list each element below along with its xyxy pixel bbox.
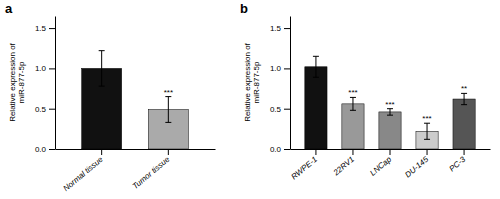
y-axis-line	[55, 17, 56, 150]
y-tick-label: 1.0	[270, 64, 282, 73]
error-bar-cap	[350, 110, 356, 111]
bar	[305, 67, 327, 149]
error-bar-stem	[464, 93, 465, 104]
error-bar-cap	[99, 50, 105, 51]
y-tick-mark	[284, 109, 290, 110]
y-tick-mark	[284, 28, 290, 29]
x-tick: RWPE-1	[290, 149, 320, 182]
x-axis: RWPE-1 22RV1 LNCap DU-145 PC-3	[290, 149, 491, 182]
x-tick-label: RWPE-1	[290, 155, 320, 182]
error-bar-cap	[313, 77, 319, 78]
panel-label: b	[240, 1, 248, 16]
error-bar-stem	[168, 97, 169, 123]
error-bar-cap	[165, 122, 171, 123]
x-tick: 22RV1	[331, 149, 356, 178]
y-tick: 0.0	[35, 145, 55, 154]
x-axis-line	[56, 149, 216, 150]
annotation: ***	[385, 100, 394, 109]
error-bar-cap	[461, 104, 467, 105]
y-tick: 1.0	[35, 64, 55, 73]
x-tick-label: DU-145	[403, 154, 430, 179]
bar	[453, 99, 475, 149]
error-bar	[313, 56, 319, 77]
x-tick-mark	[427, 149, 428, 155]
bar	[379, 112, 401, 149]
y-axis: 0.0 0.5 1.0 1.5	[35, 17, 56, 155]
marks	[82, 51, 189, 149]
x-tick-label: LNCap	[368, 154, 393, 177]
y-axis-title: Relative expression ofmiR-877-5p	[243, 42, 261, 121]
y-tick: 1.0	[270, 64, 290, 73]
y-tick: 0.5	[270, 105, 290, 114]
y-tick-mark	[49, 149, 55, 150]
x-tick: PC-3	[447, 149, 467, 173]
y-tick-label: 0.0	[270, 145, 282, 154]
x-tick: Tumor tissue	[131, 149, 172, 191]
error-bar-cap	[313, 56, 319, 57]
x-tick-label: 22RV1	[331, 155, 356, 178]
error-bar	[99, 51, 105, 86]
y-axis: 0.0 0.5 1.0 1.5	[270, 17, 291, 155]
x-tick: LNCap	[368, 149, 393, 178]
x-tick-label: Normal tissue	[62, 154, 106, 193]
error-bar-cap	[387, 115, 393, 116]
y-tick-label: 0.0	[35, 145, 47, 154]
x-tick-mark	[168, 149, 169, 155]
error-bar	[461, 93, 467, 104]
marks	[305, 56, 475, 149]
y-tick-label: 1.0	[35, 64, 47, 73]
y-tick-label: 0.5	[35, 105, 47, 114]
error-bar-cap	[424, 139, 430, 140]
y-tick-mark	[284, 149, 290, 150]
y-tick-label: 0.5	[270, 105, 282, 114]
x-tick-label: Tumor tissue	[131, 154, 172, 191]
error-bar-stem	[101, 51, 102, 86]
error-bar-stem	[427, 123, 428, 139]
x-tick-mark	[352, 149, 353, 155]
panel: 0.0 0.5 1.0 1.5 RWPE-1 22RV1 LNCap DU-145 PC-3 **…	[240, 1, 491, 182]
annotation: **	[461, 84, 467, 93]
annotation: ***	[164, 88, 173, 97]
y-tick-mark	[49, 109, 55, 110]
y-tick: 1.5	[270, 24, 290, 33]
y-tick: 0.5	[35, 105, 55, 114]
x-tick-mark	[464, 149, 465, 155]
y-tick-label: 1.5	[35, 24, 47, 33]
y-tick: 0.0	[270, 145, 290, 154]
y-axis-line	[290, 17, 291, 150]
error-bar	[165, 97, 171, 123]
x-tick-mark	[390, 149, 391, 155]
x-tick-label: PC-3	[447, 154, 467, 173]
y-axis-title: Relative expression ofmiR-877-5p	[8, 42, 26, 121]
error-bar-stem	[315, 56, 316, 77]
bar	[342, 104, 364, 149]
y-tick: 1.5	[35, 24, 55, 33]
y-tick-label: 1.5	[270, 24, 282, 33]
error-bar	[350, 97, 356, 110]
panel-label: a	[5, 1, 13, 16]
y-tick-mark	[49, 28, 55, 29]
x-tick-mark	[101, 149, 102, 155]
y-tick-mark	[284, 68, 290, 69]
x-axis: Normal tissue Tumor tissue	[56, 149, 216, 193]
error-bar	[387, 109, 393, 115]
error-bar-cap	[99, 86, 105, 87]
chart-root: 0.00.51.01.5Normal tissueTumor tissue***…	[0, 0, 500, 199]
x-tick-mark	[315, 149, 316, 155]
x-tick: Normal tissue	[62, 149, 106, 193]
error-bar	[424, 123, 430, 139]
annotation: ***	[422, 114, 431, 123]
panel: 0.0 0.5 1.0 1.5 Normal tissue Tumor tissue ***…	[5, 1, 216, 193]
x-tick: DU-145	[403, 149, 430, 179]
error-bar-stem	[390, 109, 391, 115]
y-tick-mark	[49, 68, 55, 69]
background	[0, 0, 500, 199]
annotation: ***	[348, 88, 357, 97]
error-bar-stem	[352, 97, 353, 110]
